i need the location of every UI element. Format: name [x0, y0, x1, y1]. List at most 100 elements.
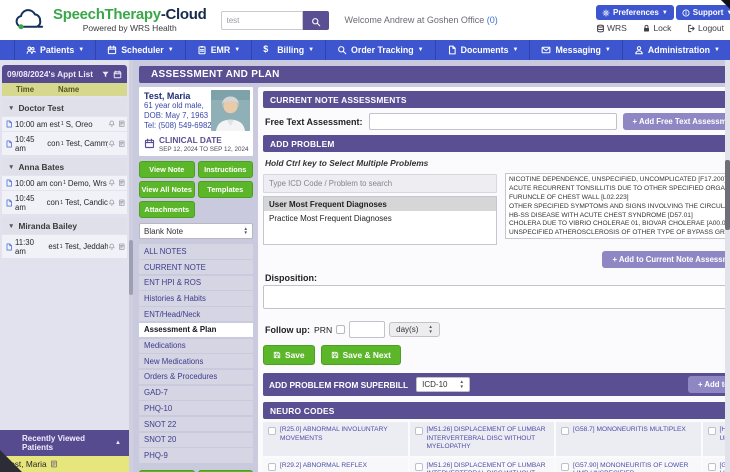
diagnosis-item[interactable]: FURUNCLE OF CHEST WALL [L02.223]: [509, 193, 629, 201]
scrollbar-thumb[interactable]: [725, 160, 730, 230]
nav-menu-item[interactable]: Administration ▼: [621, 40, 730, 60]
attachments-button[interactable]: Attachments: [139, 201, 195, 219]
diagnosis-item[interactable]: ACUTE RECURRENT TONSILLITIS DUE TO OTHER…: [509, 184, 730, 192]
view-all-notes-button[interactable]: View All Notes: [139, 181, 195, 199]
neuro-code-item[interactable]: [G58.7] MONONEURITIS MULTIPLEX: [556, 422, 701, 456]
note-template-select[interactable]: Blank Note: [139, 223, 253, 240]
add-free-text-button[interactable]: + Add Free Text Assessment: [622, 113, 730, 130]
search-button[interactable]: [302, 10, 329, 30]
nav-item-label: Billing: [277, 45, 305, 55]
neuro-code-label: [G97.1] REACTION TO SPINAL OR LUMBAR PUN…: [720, 462, 730, 472]
note-section-item[interactable]: Histories & Habits: [139, 291, 253, 306]
recently-viewed-header[interactable]: Recently Viewed Patients ▲: [0, 430, 129, 456]
followup-value-input[interactable]: [349, 321, 386, 338]
neuro-code-label: [R25.0] ABNORMAL INVOLUNTARY MOVEMENTS: [280, 426, 388, 442]
free-text-input[interactable]: [368, 113, 617, 130]
app-logo[interactable]: SpeechTherapy-Cloud Powered by WRS Healt…: [12, 7, 207, 33]
preferences-button[interactable]: Preferences ▼: [596, 5, 674, 20]
diagnosis-item[interactable]: UNSPECIFIED ATHEROSCLEROSIS OF OTHER TYP…: [509, 229, 730, 237]
drawing-tool-button[interactable]: Drawing Tool: [139, 469, 195, 472]
nav-menu-item[interactable]: EMR ▼: [184, 40, 252, 60]
neuro-code-checkbox[interactable]: [414, 462, 423, 471]
sidebar-scrollbar[interactable]: [129, 60, 133, 472]
neuro-code-item[interactable]: [G97.1] REACTION TO SPINAL OR LUMBAR PUN…: [702, 457, 730, 472]
note-section-item[interactable]: GAD-7: [139, 385, 253, 400]
nav-menu-item[interactable]: Messaging ▼: [529, 40, 621, 60]
note-section-item[interactable]: New Medications: [139, 354, 253, 369]
note-section-item[interactable]: Medications: [139, 338, 253, 353]
provider-group-header[interactable]: ▼ Anna Bates: [2, 155, 127, 175]
appt-list-title: 09/08/2024's Appt List: [7, 69, 94, 79]
diagnosis-item[interactable]: CHOLERA DUE TO VIBRIO CHOLERAE 01, BIOVA…: [509, 220, 728, 228]
recent-patient-row[interactable]: Test, Maria: [0, 456, 129, 472]
nav-menu-item[interactable]: Documents ▼: [434, 40, 530, 60]
instructions-button[interactable]: Instructions: [197, 161, 253, 179]
filter-icon[interactable]: [101, 70, 110, 79]
provider-group-header[interactable]: ▼ Miranda Bailey: [2, 214, 127, 234]
neuro-code-checkbox[interactable]: [707, 427, 716, 435]
appointment-row[interactable]: 11:30 am est 1 Test, Jeddah: [2, 234, 127, 258]
neuro-code-checkbox[interactable]: [707, 462, 716, 471]
neuro-code-checkbox[interactable]: [561, 462, 570, 471]
neuro-code-item[interactable]: [R25.0] ABNORMAL INVOLUNTARY MOVEMENTS: [263, 422, 408, 456]
diagnosis-item[interactable]: OTHER SPECIFIED SYMPTOMS AND SIGNS INVOL…: [509, 202, 730, 210]
icd-search-input[interactable]: [263, 174, 497, 193]
logout-button[interactable]: Logout: [687, 23, 724, 33]
templates-button[interactable]: Templates: [197, 181, 253, 199]
bell-icon: [108, 199, 116, 207]
lock-button[interactable]: Lock: [642, 23, 671, 33]
neuro-code-checkbox[interactable]: [561, 427, 570, 435]
diagnosis-item[interactable]: HB-SS DISEASE WITH ACUTE CHEST SYNDROME …: [509, 211, 693, 219]
nav-menu-item[interactable]: Order Tracking ▼: [325, 40, 435, 60]
neuro-code-item[interactable]: [R29.2] ABNORMAL REFLEX: [263, 457, 408, 472]
diagnosis-source-option[interactable]: User Most Frequent Diagnoses: [264, 197, 496, 211]
collapse-icon: ▲: [115, 440, 121, 446]
page-scrollbar[interactable]: [725, 60, 730, 472]
disposition-textarea[interactable]: [263, 285, 730, 309]
appointment-row[interactable]: 10:45 am con 1 Test, Cammy: [2, 131, 127, 155]
diagnosis-item[interactable]: NICOTINE DEPENDENCE, UNSPECIFIED, UNCOMP…: [509, 176, 727, 183]
note-section-item[interactable]: PHQ-10: [139, 401, 253, 416]
diagnosis-source-option[interactable]: Practice Most Frequent Diagnoses: [269, 213, 392, 223]
superbill-add-button[interactable]: + Add to Current Note Assessments: [687, 376, 730, 393]
prn-checkbox[interactable]: [336, 325, 346, 334]
nav-menu-item[interactable]: Patients ▼: [14, 40, 95, 60]
nav-menu-item[interactable]: Scheduler ▼: [95, 40, 185, 60]
save-button[interactable]: Save: [263, 345, 315, 365]
scrollbar-thumb[interactable]: [129, 240, 133, 295]
save-next-button[interactable]: Save & Next: [320, 345, 401, 365]
note-section-item[interactable]: ALL NOTES: [139, 244, 253, 259]
triangle-down-icon: ▼: [8, 104, 15, 112]
support-button[interactable]: Support ▼: [675, 5, 730, 20]
note-icon: [118, 243, 126, 251]
appointment-row[interactable]: 10:45 am con 1 Test, Candice: [2, 190, 127, 214]
neuro-code-checkbox[interactable]: [414, 427, 423, 435]
neuro-code-checkbox[interactable]: [268, 427, 276, 435]
note-section-item[interactable]: CURRENT NOTE: [139, 260, 253, 275]
note-section-item[interactable]: SNOT 22: [139, 416, 253, 432]
add-to-current-note-button[interactable]: + Add to Current Note Assessments: [602, 251, 730, 268]
note-section-item[interactable]: ENT HPI & ROS: [139, 275, 253, 290]
note-icon: [118, 120, 126, 128]
welcome-count-link[interactable]: (0): [486, 15, 498, 25]
note-section-item[interactable]: PHQ-9: [139, 448, 253, 463]
note-section-item[interactable]: SNOT 20: [139, 432, 253, 447]
appointment-row[interactable]: 10:00 am con 1 Demo, Wrs: [2, 175, 127, 190]
note-section-item[interactable]: ENT/Head/Neck: [139, 307, 253, 322]
note-section-item[interactable]: Orders & Procedures: [139, 369, 253, 385]
nav-menu-item[interactable]: $ Billing ▼: [251, 40, 325, 60]
wrs-button[interactable]: WRS: [596, 23, 627, 33]
neuro-code-item[interactable]: [M51.26] DISPLACEMENT OF LUMBAR INTERVER…: [409, 457, 555, 472]
note-section-item[interactable]: Assessment & Plan: [139, 322, 253, 337]
voice-recorder-button[interactable]: Voice Recorder: [197, 469, 253, 472]
followup-unit-select[interactable]: day(s): [389, 322, 440, 337]
neuro-code-checkbox[interactable]: [268, 462, 276, 471]
appointment-row[interactable]: 10:00 am est 1 S, Oreo: [2, 116, 127, 131]
search-input[interactable]: [220, 10, 303, 30]
neuro-code-item[interactable]: [G57.90] MONONEURITIS OF LOWER LIMB UNSP…: [556, 457, 701, 472]
neuro-code-item[interactable]: [M51.26] DISPLACEMENT OF LUMBAR INTERVER…: [409, 422, 555, 456]
calendar-icon[interactable]: [113, 70, 122, 79]
provider-group-header[interactable]: ▼ Doctor Test: [2, 96, 127, 116]
superbill-codeset-select[interactable]: ICD-10: [416, 377, 470, 392]
view-note-button[interactable]: View Note: [139, 161, 195, 179]
